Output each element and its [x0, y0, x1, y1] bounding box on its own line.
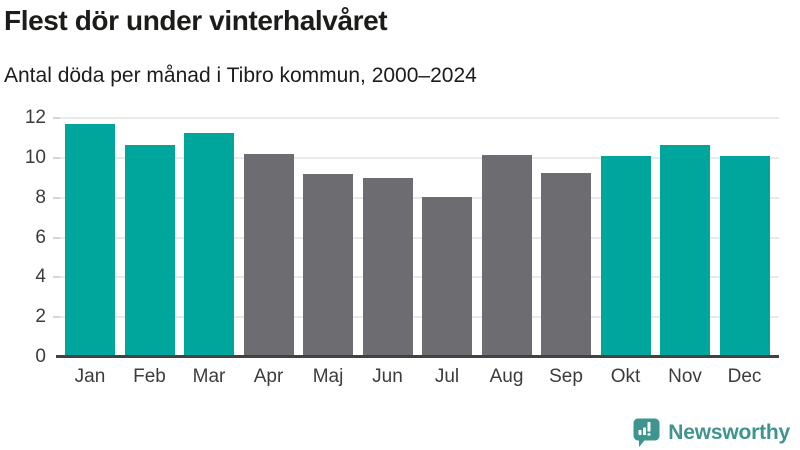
y-tick-mark — [53, 196, 60, 199]
gridline — [60, 196, 779, 199]
newsworthy-logo-icon — [633, 418, 660, 448]
bar-maj — [303, 173, 353, 357]
y-tick-label: 4 — [35, 266, 46, 288]
y-tick-label: 0 — [35, 346, 46, 367]
bar-aug — [481, 154, 532, 357]
y-tick-mark — [53, 236, 60, 239]
y-tick-label: 2 — [35, 306, 46, 328]
gridline — [60, 117, 779, 119]
newsworthy-logo: Newsworthy — [633, 418, 790, 448]
bar-jun — [362, 177, 413, 357]
x-tick-label: Apr — [253, 366, 284, 387]
gridline — [60, 276, 779, 279]
x-tick-label: Jun — [372, 366, 403, 387]
y-tick-mark — [53, 117, 60, 119]
bar-okt — [600, 155, 651, 357]
x-tick-label: Maj — [312, 366, 344, 387]
y-tick-label: 6 — [35, 226, 46, 248]
x-tick-label: Dec — [727, 366, 762, 387]
x-axis: Jan Feb Mar Apr Maj Jun Jul Aug Sep Okt Nov Dec — [60, 366, 779, 388]
bar-dec — [719, 155, 770, 357]
x-tick-label: Nov — [668, 366, 702, 387]
plot-area — [53, 117, 779, 358]
page-title: Flest dör under vinterhalvåret — [4, 5, 388, 36]
bars-container — [60, 118, 779, 357]
x-tick-label: Jan — [74, 366, 106, 387]
y-tick-mark — [53, 156, 60, 159]
bar-sep — [541, 172, 591, 357]
gridline — [60, 236, 779, 239]
y-tick-mark — [53, 276, 60, 279]
y-tick-mark — [53, 316, 60, 319]
x-tick-label: Feb — [133, 366, 166, 387]
y-tick-label: 10 — [24, 146, 46, 168]
x-tick-label: Mar — [192, 366, 226, 387]
y-axis: 0 2 4 6 8 10 12 — [0, 108, 46, 367]
x-axis-line — [56, 355, 779, 358]
x-tick-label: Aug — [489, 366, 524, 387]
x-tick-label: Jul — [434, 366, 460, 387]
gridline — [60, 156, 779, 159]
gridline — [60, 316, 779, 319]
x-tick-label: Sep — [549, 366, 583, 387]
page-subtitle: Antal döda per månad i Tibro kommun, 200… — [4, 64, 477, 87]
newsworthy-logo-text: Newsworthy — [668, 421, 790, 444]
bar-apr — [243, 153, 294, 357]
bar-mar — [184, 132, 234, 357]
y-tick-label: 12 — [24, 107, 46, 128]
y-tick-label: 8 — [35, 186, 46, 208]
bar-jul — [422, 196, 472, 357]
bar-jan — [65, 123, 115, 357]
bar-nov — [660, 144, 710, 357]
x-tick-label: Okt — [610, 366, 641, 387]
bar-feb — [124, 144, 175, 357]
